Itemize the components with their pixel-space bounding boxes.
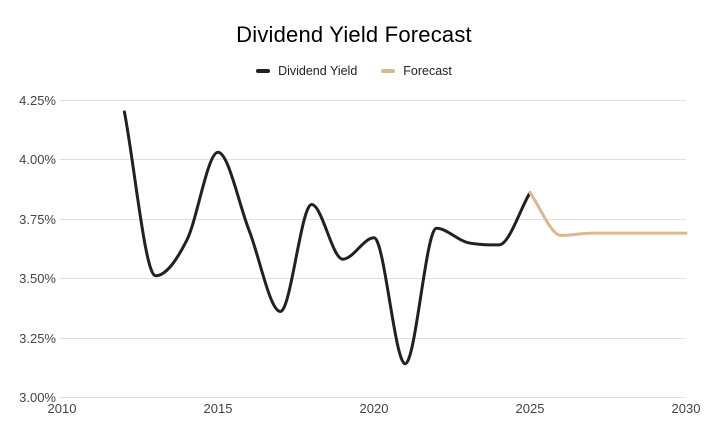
x-axis-tick-label: 2030 xyxy=(672,401,701,416)
series-line-forecast xyxy=(528,191,688,237)
legend-label: Dividend Yield xyxy=(278,64,358,78)
legend-label: Forecast xyxy=(403,64,452,78)
x-axis-tick-label: 2020 xyxy=(360,401,389,416)
y-axis-tick-label: 3.75% xyxy=(19,212,56,227)
chart-title: Dividend Yield Forecast xyxy=(236,22,472,47)
y-axis-tick-label: 3.00% xyxy=(19,390,56,405)
x-axis-tick-label: 2015 xyxy=(204,401,233,416)
legend-item-forecast: Forecast xyxy=(381,64,452,78)
y-axis-tick-label: 3.50% xyxy=(19,271,56,286)
y-axis-tick-label: 4.25% xyxy=(19,93,56,108)
legend-swatch-icon xyxy=(256,69,271,73)
chart-legend: Dividend Yield Forecast xyxy=(0,64,708,78)
series-line-dividend-yield xyxy=(122,110,532,366)
legend-swatch-icon xyxy=(381,69,396,73)
x-axis-tick-label: 2025 xyxy=(516,401,545,416)
y-axis-tick-label: 3.25% xyxy=(19,331,56,346)
x-axis-tick-label: 2010 xyxy=(48,401,77,416)
y-axis-tick-label: 4.00% xyxy=(19,152,56,167)
legend-item-dividend-yield: Dividend Yield xyxy=(256,64,357,78)
